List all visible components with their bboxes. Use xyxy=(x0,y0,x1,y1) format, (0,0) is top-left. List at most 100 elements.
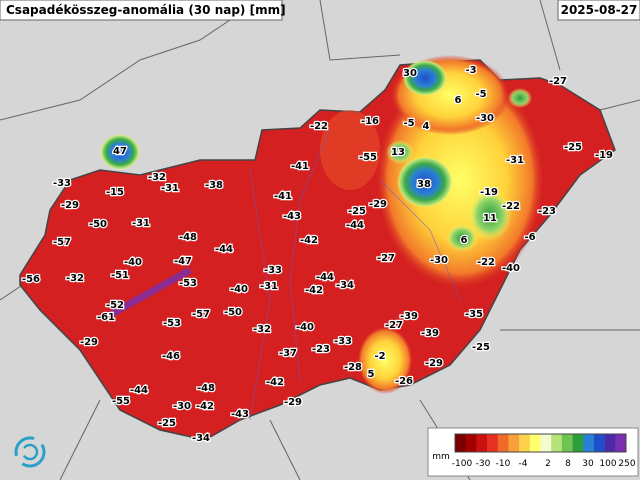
station-value: -5 xyxy=(475,89,486,100)
station-value: -55 xyxy=(112,396,130,407)
station-value: -42 xyxy=(266,377,284,388)
station-value: -16 xyxy=(361,116,379,127)
legend-swatch xyxy=(540,434,552,452)
station-value: -42 xyxy=(305,285,323,296)
station-value: -56 xyxy=(22,274,40,285)
station-value: -35 xyxy=(465,309,483,320)
legend-swatch xyxy=(583,434,595,452)
legend-label: 8 xyxy=(565,459,571,469)
legend-label: 2 xyxy=(545,459,551,469)
station-value: -29 xyxy=(80,337,98,348)
title-box xyxy=(0,0,283,21)
station-value: -28 xyxy=(344,362,362,373)
legend-swatch xyxy=(455,434,466,452)
station-value: -51 xyxy=(111,270,129,281)
station-value: 30 xyxy=(403,68,417,79)
station-value: 4 xyxy=(423,121,430,132)
station-value: -27 xyxy=(549,76,567,87)
station-value: -25 xyxy=(472,342,490,353)
station-value: -30 xyxy=(173,401,191,412)
station-value: -57 xyxy=(192,309,210,320)
legend-label: 100 xyxy=(599,459,616,469)
rivers xyxy=(249,129,461,421)
station-value: 11 xyxy=(483,213,497,224)
station-value: -19 xyxy=(595,150,613,161)
station-value: -29 xyxy=(284,397,302,408)
legend-swatch xyxy=(476,434,488,452)
station-value: 13 xyxy=(391,147,405,158)
station-value: -27 xyxy=(385,320,403,331)
station-value: -40 xyxy=(230,284,248,295)
legend-label: -100 xyxy=(452,459,473,469)
station-value: -40 xyxy=(124,257,142,268)
station-value: -32 xyxy=(148,172,166,183)
station-value: -30 xyxy=(430,255,448,266)
station-value: -42 xyxy=(196,401,214,412)
station-value: -33 xyxy=(264,265,282,276)
station-value: -19 xyxy=(480,187,498,198)
anomaly-field xyxy=(100,55,545,394)
legend-swatch xyxy=(508,434,520,452)
legend-swatch xyxy=(561,434,573,452)
station-value: -25 xyxy=(564,142,582,153)
station-value: -44 xyxy=(316,272,334,283)
station-value: -32 xyxy=(253,324,271,335)
station-value: -48 xyxy=(197,383,215,394)
station-value: -22 xyxy=(502,201,520,212)
station-value: -23 xyxy=(538,206,556,217)
station-value: -57 xyxy=(53,237,71,248)
station-value: -27 xyxy=(377,253,395,264)
legend-swatch xyxy=(604,434,616,452)
legend-swatch xyxy=(497,434,509,452)
station-value: -55 xyxy=(359,152,377,163)
station-value: -29 xyxy=(425,358,443,369)
legend-label: -10 xyxy=(496,459,511,469)
station-value: 47 xyxy=(113,146,127,157)
station-value: -40 xyxy=(502,263,520,274)
legend-label: -30 xyxy=(476,459,491,469)
legend-swatch xyxy=(615,434,627,452)
legend-unit: mm xyxy=(432,452,450,462)
legend-label: 30 xyxy=(582,459,594,469)
legend: -100 -30 -10 -4 2 8 30 100 250 xyxy=(452,433,636,469)
station-value: -29 xyxy=(369,199,387,210)
legend-frame xyxy=(454,433,627,453)
station-value: -30 xyxy=(476,113,494,124)
station-value: -52 xyxy=(106,300,124,311)
station-value: -40 xyxy=(296,322,314,333)
date: 2025-08-27 xyxy=(561,3,638,17)
station-value: -29 xyxy=(61,200,79,211)
station-value: -5 xyxy=(403,118,414,129)
station-value: -53 xyxy=(179,278,197,289)
station-value: -15 xyxy=(106,187,124,198)
station-value: -22 xyxy=(310,121,328,132)
station-value: -6 xyxy=(524,232,535,243)
legend-label: 250 xyxy=(618,459,635,469)
station-value: -44 xyxy=(346,220,364,231)
station-value: -31 xyxy=(506,155,524,166)
station-value: 5 xyxy=(368,369,375,380)
legend-swatch xyxy=(519,434,531,452)
station-value: -31 xyxy=(260,281,278,292)
station-value: -43 xyxy=(283,211,301,222)
station-value: -25 xyxy=(348,206,366,217)
station-value: -42 xyxy=(300,235,318,246)
legend-swatch xyxy=(529,434,541,452)
station-value: 6 xyxy=(455,95,462,106)
legend-swatch xyxy=(551,434,563,452)
station-value: -33 xyxy=(334,336,352,347)
station-value: -43 xyxy=(231,409,249,420)
station-value: -46 xyxy=(162,351,180,362)
station-value: -44 xyxy=(215,244,233,255)
station-value: -2 xyxy=(374,351,385,362)
station-value: -31 xyxy=(132,218,150,229)
station-value: -61 xyxy=(97,312,115,323)
station-value: -3 xyxy=(465,65,476,76)
station-value: -39 xyxy=(421,328,439,339)
station-value: -37 xyxy=(279,348,297,359)
station-value: -50 xyxy=(89,219,107,230)
title: Csapadékösszeg-anomália (30 nap) [mm] xyxy=(6,3,286,17)
station-value: -44 xyxy=(130,385,148,396)
